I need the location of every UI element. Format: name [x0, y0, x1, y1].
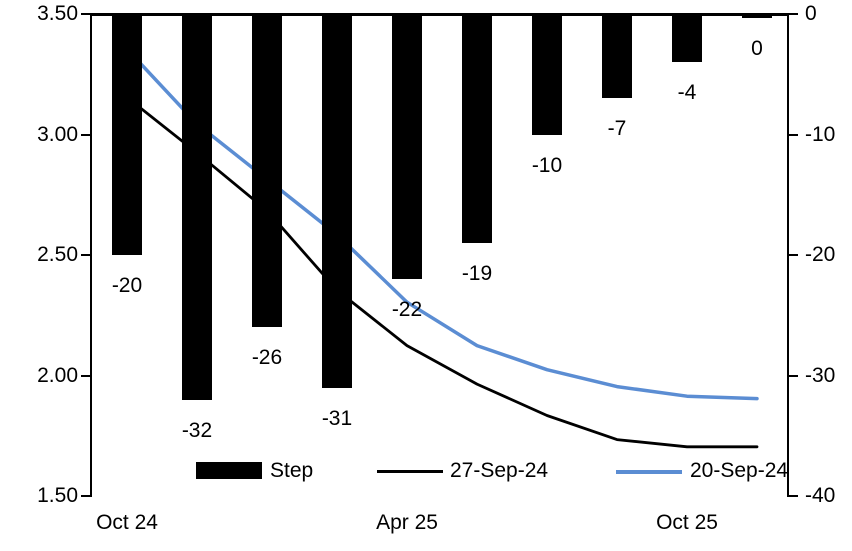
- left-axis-tick-label: 2.50: [37, 243, 78, 266]
- legend-swatch-step: [196, 462, 262, 479]
- line-27-sep-24: [125, 96, 759, 449]
- left-axis-line: [90, 13, 92, 497]
- left-axis-tick: [81, 133, 90, 136]
- right-axis-tick: [789, 374, 798, 377]
- right-axis-tick-label: -30: [805, 363, 836, 387]
- line-20-sep-24: [125, 47, 759, 401]
- right-axis-tick-label: -20: [805, 243, 836, 266]
- right-axis-tick-label: -10: [805, 122, 836, 146]
- bar-data-label: -4: [677, 81, 697, 105]
- bar-data-label: -10: [531, 153, 563, 177]
- left-axis-tick-label: 2.00: [37, 363, 78, 387]
- right-axis-tick-label: 0: [805, 2, 817, 25]
- x-axis-label: Oct 24: [96, 511, 158, 534]
- x-axis-label: Apr 25: [376, 511, 438, 534]
- bar-step: [672, 14, 702, 63]
- right-axis-tick-label: -40: [805, 484, 836, 507]
- bar-step: [112, 14, 142, 255]
- left-axis-tick: [81, 495, 90, 497]
- right-axis-tick: [789, 495, 798, 497]
- bar-step: [602, 14, 632, 99]
- legend-swatch-27-sep-24: [377, 470, 443, 473]
- legend-label-step: Step: [270, 459, 314, 482]
- left-axis-tick-label: 1.50: [37, 484, 78, 507]
- legend-label-20-sep-24: 20-Sep-24: [690, 459, 789, 482]
- bar-step: [532, 14, 562, 135]
- bar-step: [252, 14, 282, 328]
- legend-label-27-sep-24: 27-Sep-24: [450, 459, 549, 482]
- bar-data-label: -19: [461, 261, 493, 285]
- left-axis-tick: [81, 13, 90, 15]
- bar-data-label: -26: [251, 346, 283, 370]
- bar-data-label: -22: [391, 298, 423, 322]
- legend-swatch-20-sep-24: [616, 470, 682, 474]
- left-axis-tick: [81, 254, 90, 256]
- bar-data-label: -7: [607, 117, 627, 141]
- left-axis-tick: [81, 374, 90, 377]
- bar-step: [392, 14, 422, 280]
- bar-data-label: -32: [181, 418, 213, 442]
- bar-step: [322, 14, 352, 388]
- bar-step: [182, 14, 212, 400]
- bar-data-label: -31: [321, 406, 353, 430]
- right-axis-tick: [789, 254, 798, 256]
- right-axis-tick: [789, 13, 798, 15]
- left-axis-tick-label: 3.50: [37, 2, 78, 25]
- bar-step: [462, 14, 492, 243]
- bar-step: [742, 14, 772, 18]
- left-axis-tick-label: 3.00: [37, 122, 78, 146]
- bar-data-label: -20: [111, 274, 143, 297]
- top-axis-line: [90, 13, 789, 16]
- bar-data-label: 0: [751, 37, 763, 60]
- right-axis-tick: [789, 133, 798, 136]
- x-axis-label: Oct 25: [656, 511, 718, 534]
- right-axis-line: [787, 13, 789, 497]
